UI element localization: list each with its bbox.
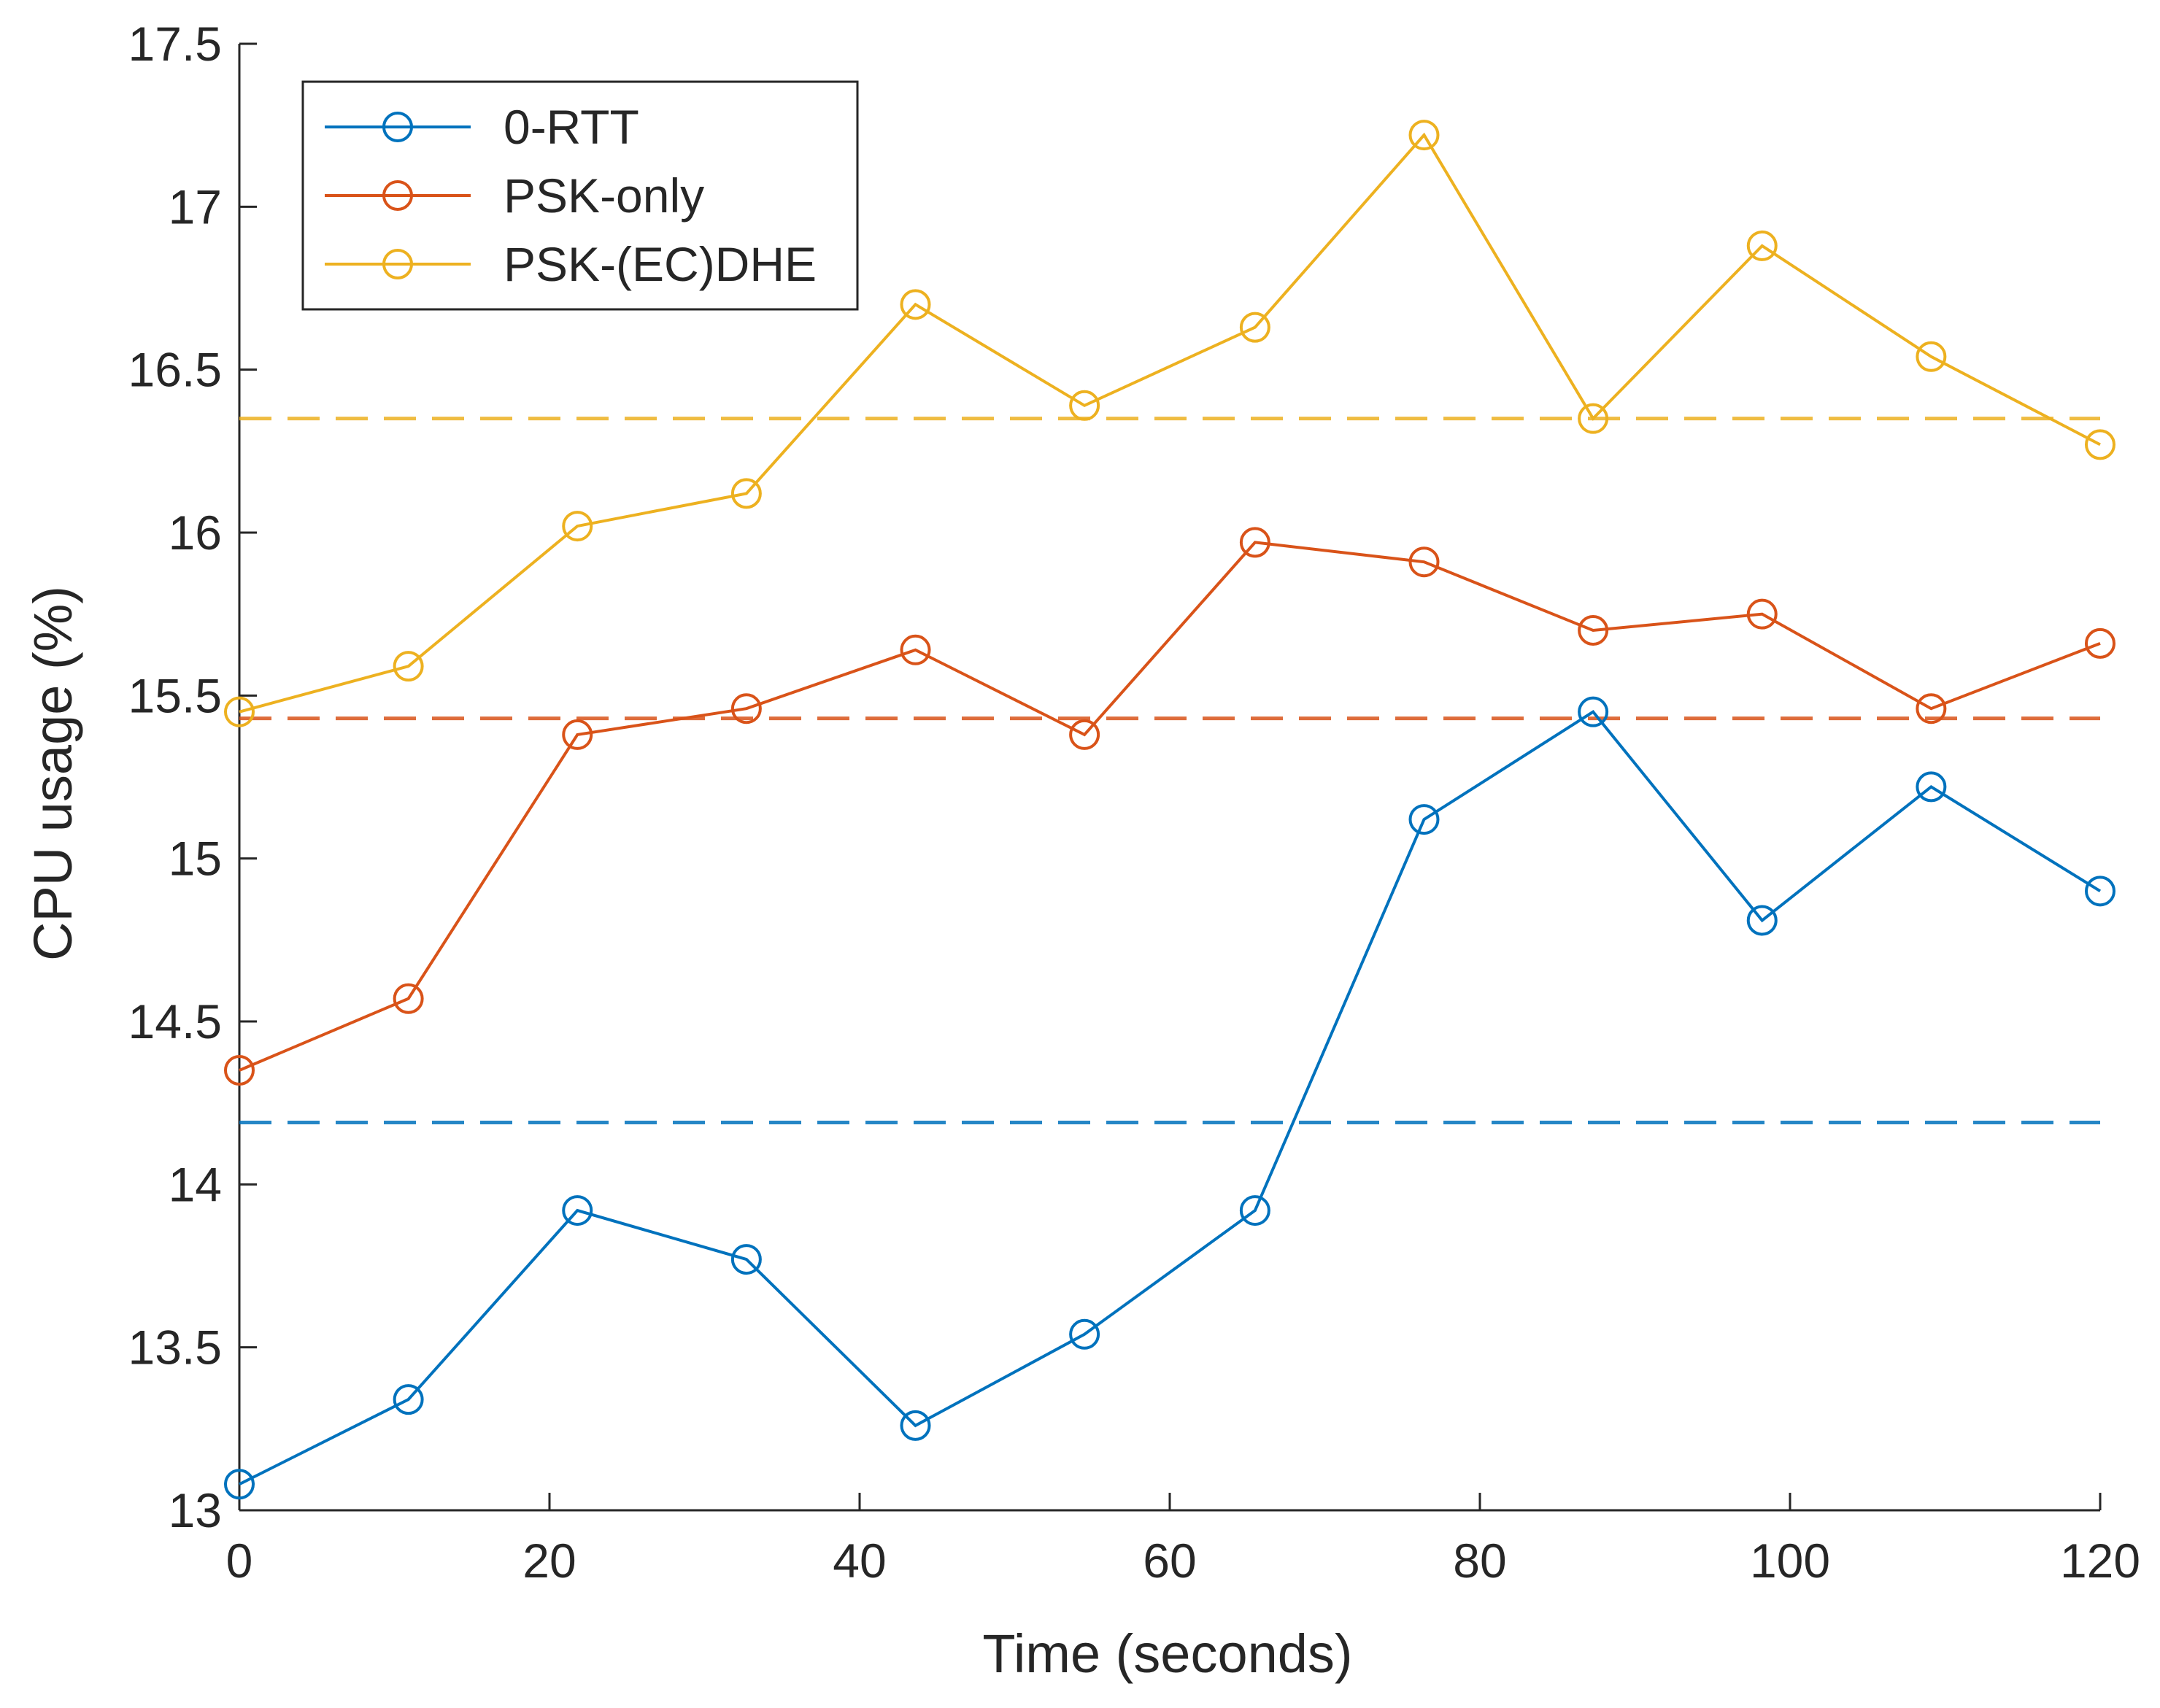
data-point: [2085, 429, 2115, 460]
data-point: [2085, 627, 2115, 659]
series-lines: [224, 120, 2115, 1500]
data-point: [1239, 527, 1270, 558]
y-tick-label: 14.5: [128, 994, 222, 1048]
data-point: [1746, 905, 1778, 936]
series-line: [239, 541, 2101, 1072]
x-tick-label: 40: [833, 1534, 886, 1588]
y-tick-label: 17.5: [128, 17, 222, 71]
x-tick-label: 0: [226, 1534, 253, 1588]
axes: 0 20 40 60 80 100 120 13 13.5 14 14.5 15 15.5 16 16.5 1…: [128, 17, 2141, 1588]
x-tick-label: 20: [522, 1534, 576, 1588]
data-point: [900, 1410, 931, 1441]
data-point: [1239, 1195, 1270, 1226]
x-tick-label: 80: [1453, 1534, 1506, 1588]
data-point: [1916, 693, 1947, 724]
data-point: [1069, 1318, 1100, 1350]
data-point: [1578, 403, 1609, 434]
data-point: [1408, 120, 1440, 151]
data-point: [900, 289, 931, 320]
y-tick-label: 14: [169, 1157, 222, 1211]
data-point: [1408, 546, 1440, 578]
y-tick-label: 15.5: [128, 668, 222, 722]
series-line: [239, 710, 2102, 1486]
data-point: [730, 478, 762, 509]
data-point: [1578, 615, 1609, 646]
y-tick-label: 13: [169, 1483, 222, 1537]
data-point: [1239, 312, 1270, 343]
legend-marker: [382, 249, 413, 279]
x-tick-label: 100: [1750, 1534, 1830, 1588]
y-axis-title: CPU usage (%): [23, 586, 83, 961]
data-point: [730, 1244, 762, 1275]
data-point: [393, 1384, 424, 1415]
x-axis-title: Time (seconds): [982, 1623, 1352, 1684]
data-point: [562, 1195, 593, 1226]
data-point: [1746, 598, 1778, 630]
data-point: [224, 696, 255, 727]
x-tick-label: 60: [1143, 1534, 1196, 1588]
y-tick-label: 16: [169, 506, 222, 560]
y-tick-label: 16.5: [128, 343, 222, 397]
data-point: [2085, 876, 2115, 907]
legend-marker: [382, 112, 413, 142]
x-tick-label: 120: [2060, 1534, 2140, 1588]
series: [224, 527, 2115, 1086]
data-point: [1408, 804, 1440, 835]
legend-label: PSK-only: [504, 169, 704, 223]
data-point: [900, 634, 931, 665]
legend-label: 0-RTT: [504, 100, 639, 154]
legend-marker: [382, 180, 413, 211]
data-point: [1916, 341, 1947, 372]
data-point: [393, 983, 424, 1014]
data-point: [393, 651, 424, 682]
y-tick-label: 17: [169, 179, 222, 233]
data-point: [1578, 696, 1609, 727]
y-tick-label: 15: [169, 832, 222, 886]
series-line: [239, 132, 2101, 714]
data-point: [730, 693, 762, 724]
series: [224, 696, 2115, 1500]
y-tick-label: 13.5: [128, 1321, 222, 1375]
data-point: [1069, 719, 1100, 750]
data-point: [1746, 230, 1778, 261]
data-point: [562, 719, 593, 750]
legend-label: PSK-(EC)DHE: [504, 237, 817, 291]
data-point: [224, 1055, 255, 1086]
data-point: [224, 1469, 255, 1500]
legend: 0-RTT PSK-only PSK-(EC)DHE: [301, 80, 859, 311]
data-point: [1916, 771, 1947, 803]
series: [224, 120, 2115, 727]
data-point: [562, 511, 593, 542]
mean-lines: [239, 417, 2100, 1124]
data-point: [1069, 390, 1100, 421]
